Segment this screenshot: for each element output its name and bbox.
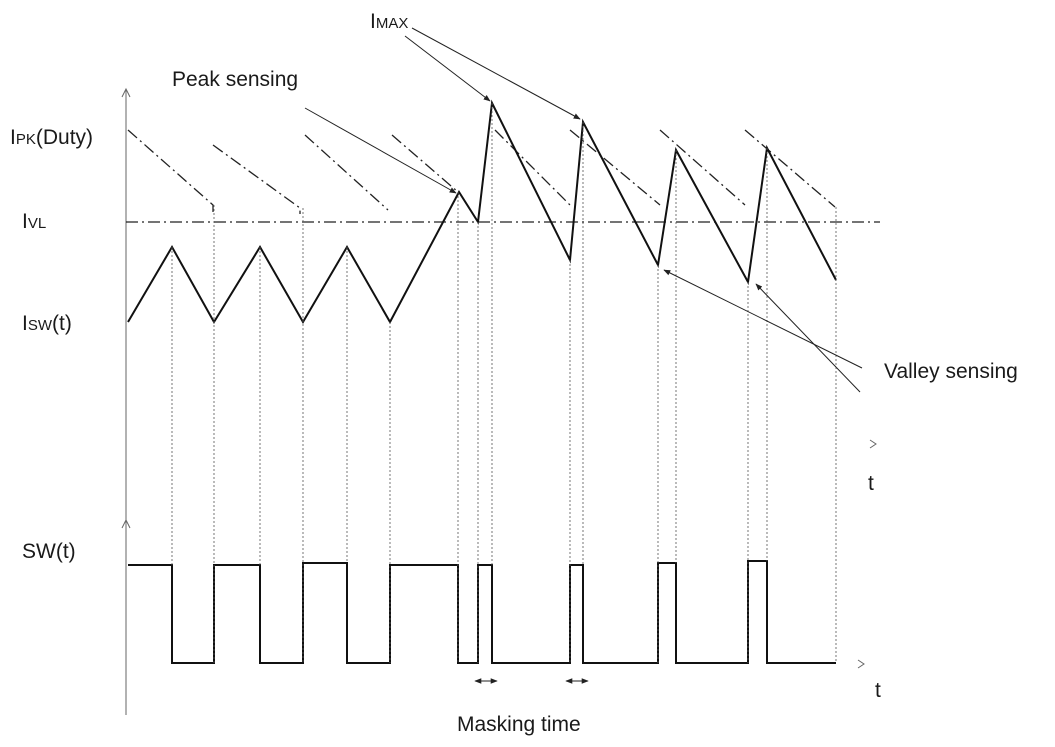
peak-sensing-label: Peak sensing [172, 68, 298, 91]
y-axis-sw-arrowhead [121, 518, 131, 529]
imax-arrow-2 [411, 27, 581, 120]
sw-waveform [128, 560, 836, 664]
imax-label: IMAX [370, 10, 408, 33]
time-axis-label-lower: t [875, 679, 881, 702]
y-axis-arrowhead [121, 87, 131, 98]
t-axis-lower-arrowhead [857, 659, 865, 669]
masking-time-label: Masking time [457, 713, 581, 736]
t-axis-upper-arrowhead [869, 439, 877, 449]
imax-arrow-1 [404, 35, 491, 102]
ipk-duty-label: IPK(Duty) [10, 126, 93, 149]
sw-label: SW(t) [22, 540, 76, 563]
timing-guide-lines [171, 103, 837, 663]
valley-sensing-label: Valley sensing [884, 360, 1018, 383]
valley-sensing-arrow-2 [755, 283, 861, 393]
isw-label: ISW(t) [22, 312, 72, 335]
ipk-duty-reference-lines [127, 129, 836, 214]
ivl-label: IVL [22, 210, 46, 233]
isw-waveform [127, 99, 837, 325]
peak-sensing-arrow [304, 107, 457, 194]
valley-sensing-arrow-1 [663, 269, 863, 369]
time-axis-label-upper: t [868, 472, 874, 495]
